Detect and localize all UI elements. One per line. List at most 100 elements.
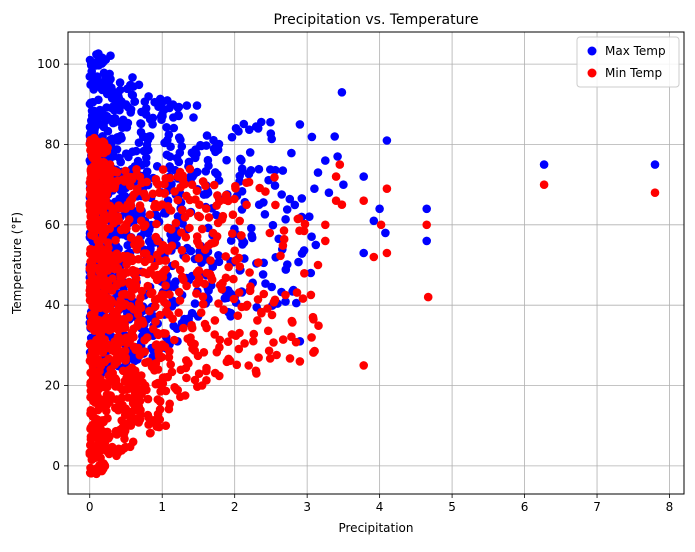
min-temp-point <box>245 286 255 296</box>
min-temp-point <box>137 286 147 296</box>
min-temp-point <box>237 302 246 312</box>
min-temp-point <box>292 288 302 297</box>
min-temp-point <box>200 319 210 329</box>
min-temp-point <box>123 251 132 261</box>
max-temp-point <box>267 282 277 292</box>
max-temp-point <box>222 155 231 165</box>
min-temp-point <box>214 299 223 308</box>
data-points <box>85 49 660 479</box>
min-temp-point <box>104 449 114 459</box>
min-temp-point <box>153 365 163 374</box>
max-temp-point <box>130 97 140 106</box>
min-temp-point <box>165 347 174 356</box>
min-temp-point <box>539 180 549 189</box>
min-temp-point <box>213 191 222 200</box>
x-tick-label: 4 <box>376 500 384 514</box>
min-temp-point <box>103 293 113 303</box>
min-temp-point <box>88 174 98 184</box>
min-temp-point <box>111 281 121 291</box>
min-temp-point <box>180 391 190 400</box>
min-temp-point <box>224 262 233 272</box>
min-temp-point <box>295 357 305 366</box>
max-temp-point <box>422 204 432 214</box>
x-tick-label: 5 <box>448 500 456 514</box>
min-temp-point <box>120 289 129 299</box>
max-temp-point <box>156 94 165 104</box>
min-temp-point <box>287 332 296 342</box>
min-temp-point <box>231 184 240 193</box>
max-temp-point <box>277 190 287 199</box>
min-temp-point <box>278 241 288 250</box>
min-temp-point <box>138 378 147 387</box>
min-temp-point <box>210 330 219 339</box>
min-temp-point <box>152 219 161 229</box>
min-temp-point <box>88 298 98 308</box>
x-tick-label: 7 <box>593 500 601 514</box>
min-temp-point <box>86 393 95 402</box>
min-temp-point <box>183 334 192 344</box>
min-temp-point <box>158 240 168 250</box>
x-tick-label: 1 <box>158 500 166 514</box>
min-temp-point <box>233 311 243 321</box>
min-temp-point <box>159 290 169 300</box>
min-temp-point <box>134 299 144 308</box>
min-temp-point <box>109 166 119 175</box>
min-temp-point <box>103 279 113 288</box>
min-temp-point <box>279 234 289 244</box>
min-temp-point <box>152 250 162 260</box>
max-temp-point <box>299 246 309 255</box>
min-temp-point <box>151 174 161 184</box>
min-temp-point <box>113 357 122 367</box>
min-temp-point <box>254 353 263 362</box>
min-temp-point <box>121 346 130 356</box>
min-temp-point <box>170 187 179 196</box>
min-temp-point <box>166 360 175 369</box>
y-tick-label: 20 <box>45 379 60 393</box>
max-temp-point <box>251 122 261 131</box>
min-temp-point <box>181 232 191 242</box>
min-temp-point <box>94 240 104 250</box>
min-temp-point <box>86 244 95 254</box>
min-temp-point <box>190 375 200 385</box>
min-temp-point <box>272 350 281 360</box>
min-temp-point <box>105 397 114 407</box>
min-temp-point <box>321 236 330 246</box>
max-temp-point <box>106 51 115 60</box>
max-temp-point <box>245 148 255 157</box>
max-temp-point <box>267 134 277 144</box>
max-temp-point <box>258 270 268 279</box>
min-temp-point <box>257 308 266 318</box>
min-temp-point <box>201 181 210 191</box>
min-temp-point <box>89 231 99 241</box>
min-temp-point <box>90 413 99 423</box>
min-temp-point <box>253 258 263 267</box>
min-temp-point <box>151 232 161 242</box>
min-temp-point <box>126 233 136 242</box>
min-temp-point <box>90 305 99 315</box>
x-tick-label: 0 <box>86 500 94 514</box>
max-temp-point <box>173 212 183 221</box>
min-temp-point <box>110 264 120 274</box>
min-temp-point <box>187 323 197 333</box>
min-temp-point <box>143 394 153 404</box>
min-temp-point <box>87 151 97 161</box>
min-temp-point <box>103 182 113 192</box>
max-temp-point <box>189 113 198 122</box>
x-tick-label: 2 <box>231 500 239 514</box>
min-temp-point <box>93 405 103 415</box>
min-temp-point <box>212 347 222 357</box>
min-temp-point <box>104 434 113 443</box>
min-temp-point <box>197 381 207 390</box>
min-temp-point <box>118 336 127 346</box>
min-temp-point <box>195 200 204 209</box>
min-temp-point <box>151 302 160 311</box>
min-temp-point <box>217 284 227 294</box>
min-temp-point <box>146 289 155 299</box>
min-temp-point <box>224 354 233 364</box>
min-temp-point <box>223 337 233 347</box>
max-temp-point <box>539 160 549 169</box>
min-temp-point <box>95 225 104 235</box>
min-temp-point <box>210 368 220 378</box>
min-temp-point <box>202 366 211 376</box>
min-temp-point <box>136 204 145 213</box>
